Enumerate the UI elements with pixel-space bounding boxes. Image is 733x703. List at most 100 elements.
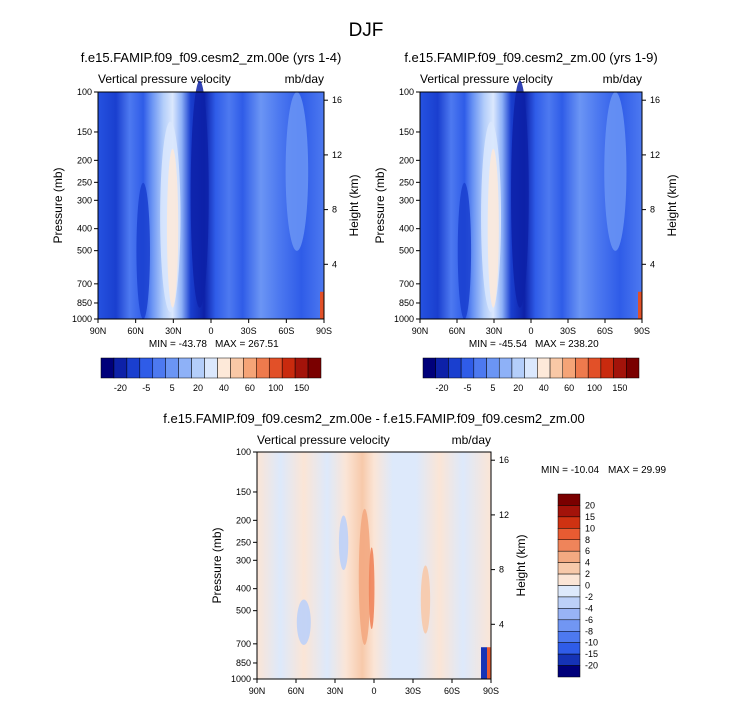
colorbar-swatch bbox=[557, 653, 581, 666]
colorbar-label: -6 bbox=[585, 615, 593, 625]
colorbar-swatch bbox=[557, 642, 581, 655]
colorbar-swatch bbox=[562, 357, 576, 379]
colorbar-swatch bbox=[307, 357, 322, 379]
panel-title: f.e15.FAMIP.f09_f09.cesm2_zm.00e - f.e15… bbox=[163, 411, 585, 426]
y-tick-label: 1000 bbox=[231, 674, 251, 684]
min-label: MIN = -45.54 bbox=[469, 339, 528, 350]
x-tick-label: 90N bbox=[412, 326, 429, 336]
y-tick-label: 1000 bbox=[72, 314, 92, 324]
colorbar-swatch bbox=[498, 357, 513, 379]
y-tick-label: 400 bbox=[399, 224, 414, 234]
colorbar-swatch bbox=[191, 357, 205, 379]
contour-band bbox=[368, 547, 375, 630]
colorbar-swatch bbox=[524, 357, 538, 379]
colorbar-swatch bbox=[626, 357, 640, 379]
x-tick-label: 30S bbox=[241, 326, 257, 336]
x-tick-label: 90N bbox=[90, 326, 107, 336]
colorbar-label: 20 bbox=[193, 383, 203, 393]
y-tick-label: 200 bbox=[77, 155, 92, 165]
y-axis-label: Pressure (mb) bbox=[210, 527, 224, 603]
y-right-tick-label: 4 bbox=[650, 259, 655, 269]
panel-difference: f.e15.FAMIP.f09_f09.cesm2_zm.00e - f.e15… bbox=[163, 411, 666, 696]
y-tick-label: 850 bbox=[399, 298, 414, 308]
y-tick-label: 150 bbox=[399, 127, 414, 137]
colorbar-swatch bbox=[557, 631, 581, 643]
y-right-tick-label: 8 bbox=[332, 205, 337, 215]
y-tick-label: 300 bbox=[236, 555, 251, 565]
y-right-tick-label: 8 bbox=[650, 205, 655, 215]
colorbar-swatch bbox=[460, 357, 475, 379]
colorbar-swatch bbox=[557, 505, 581, 518]
y-tick-label: 200 bbox=[399, 155, 414, 165]
y-right-tick-label: 8 bbox=[499, 565, 504, 575]
colorbar-label: 5 bbox=[490, 383, 495, 393]
colorbar-swatch bbox=[126, 357, 141, 379]
x-tick-label: 30N bbox=[165, 326, 182, 336]
contour-band bbox=[481, 647, 487, 679]
colorbar-swatch bbox=[139, 357, 154, 379]
y-right-axis-label: Height (km) bbox=[665, 174, 679, 236]
left-string: Vertical pressure velocity bbox=[98, 72, 231, 86]
y-tick-label: 700 bbox=[77, 279, 92, 289]
colorbar-swatch bbox=[557, 619, 581, 632]
x-tick-label: 90S bbox=[316, 326, 332, 336]
colorbar-swatch bbox=[557, 585, 581, 598]
colorbar-swatch bbox=[557, 608, 581, 621]
max-label: MAX = 267.51 bbox=[215, 339, 279, 350]
panel-title: f.e15.FAMIP.f09_f09.cesm2_zm.00e (yrs 1-… bbox=[81, 50, 342, 65]
contour-band bbox=[604, 92, 627, 251]
x-tick-label: 60N bbox=[288, 686, 305, 696]
contour-band bbox=[136, 182, 150, 319]
colorbar-swatch bbox=[557, 596, 581, 609]
x-tick-label: 60S bbox=[444, 686, 460, 696]
colorbar-swatch bbox=[557, 528, 581, 540]
contour-band bbox=[457, 182, 472, 319]
colorbar-swatch bbox=[152, 357, 166, 379]
y-axis-label: Pressure (mb) bbox=[51, 167, 65, 243]
colorbar-swatch bbox=[268, 357, 283, 379]
panel-title: f.e15.FAMIP.f09_f09.cesm2_zm.00 (yrs 1-9… bbox=[404, 50, 657, 65]
colorbar-label: 20 bbox=[585, 500, 595, 510]
y-tick-label: 250 bbox=[77, 177, 92, 187]
right-string: mb/day bbox=[603, 72, 642, 86]
contour-band bbox=[487, 148, 499, 308]
left-string: Vertical pressure velocity bbox=[257, 433, 390, 447]
min-label: MIN = -10.04 bbox=[541, 465, 600, 476]
min-label: MIN = -43.78 bbox=[149, 339, 208, 350]
y-tick-label: 700 bbox=[399, 279, 414, 289]
colorbar-label: 0 bbox=[585, 581, 590, 591]
y-right-tick-label: 16 bbox=[332, 95, 342, 105]
colorbar-label: 10 bbox=[585, 523, 595, 533]
colorbar-swatch bbox=[204, 357, 218, 379]
colorbar-swatch bbox=[217, 357, 231, 379]
x-tick-label: 30N bbox=[486, 326, 503, 336]
y-right-tick-label: 16 bbox=[650, 95, 660, 105]
y-tick-label: 500 bbox=[236, 606, 251, 616]
max-label: MAX = 238.20 bbox=[535, 339, 599, 350]
x-tick-label: 60N bbox=[127, 326, 144, 336]
colorbar-label: 150 bbox=[294, 383, 309, 393]
contour-band bbox=[487, 647, 491, 679]
y-tick-label: 200 bbox=[236, 515, 251, 525]
y-tick-label: 500 bbox=[77, 246, 92, 256]
contour-field bbox=[420, 92, 642, 319]
contour-band bbox=[166, 148, 179, 308]
colorbar-label: 15 bbox=[585, 512, 595, 522]
panel-top-left: f.e15.FAMIP.f09_f09.cesm2_zm.00e (yrs 1-… bbox=[51, 50, 361, 393]
contour-band bbox=[190, 80, 209, 308]
figure-title: DJF bbox=[349, 20, 384, 41]
y-tick-label: 100 bbox=[399, 87, 414, 97]
y-right-tick-label: 12 bbox=[499, 510, 509, 520]
colorbar-label: -20 bbox=[585, 661, 598, 671]
y-right-tick-label: 4 bbox=[332, 259, 337, 269]
x-tick-label: 90S bbox=[634, 326, 650, 336]
colorbar-swatch bbox=[448, 357, 462, 379]
panel-top-right: f.e15.FAMIP.f09_f09.cesm2_zm.00 (yrs 1-9… bbox=[373, 50, 679, 393]
contour-band bbox=[358, 508, 371, 645]
colorbar-label: 40 bbox=[539, 383, 549, 393]
contour-band bbox=[420, 565, 431, 634]
y-tick-label: 850 bbox=[236, 658, 251, 668]
colorbar-label: 2 bbox=[585, 569, 590, 579]
colorbar-swatch bbox=[549, 357, 564, 379]
colorbar-label: -5 bbox=[463, 383, 471, 393]
